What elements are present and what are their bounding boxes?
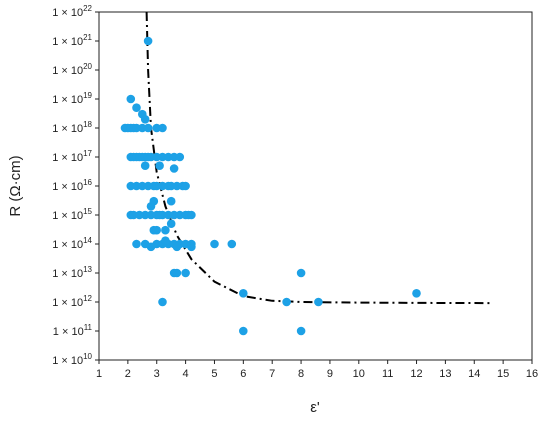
data-point: [158, 123, 167, 133]
x-tick-label: 9: [327, 368, 333, 380]
data-point: [161, 236, 170, 245]
data-point: [155, 210, 164, 220]
data-point: [143, 123, 153, 133]
x-tick-label: 2: [125, 368, 131, 380]
x-tick-label: 8: [298, 368, 304, 380]
data-point: [158, 297, 167, 307]
y-tick-label: 1 × 1021: [52, 33, 92, 48]
x-tick-label: 1: [96, 368, 102, 380]
x-tick-label: 12: [410, 368, 422, 380]
x-tick-label: 7: [269, 368, 275, 380]
x-tick-label: 3: [154, 368, 160, 380]
x-tick-label: 6: [240, 368, 246, 380]
y-tick-label: 1 × 1011: [53, 323, 93, 338]
data-point: [239, 326, 248, 336]
x-tick-label: 10: [353, 368, 365, 380]
x-tick-label: 5: [211, 368, 217, 380]
data-point: [187, 210, 196, 220]
data-point: [412, 289, 421, 298]
y-tick-label: 1 × 1016: [52, 178, 92, 193]
y-tick-label: 1 × 1015: [52, 207, 92, 222]
data-point: [239, 289, 248, 298]
y-tick-label: 1 × 1022: [52, 4, 92, 19]
data-point: [132, 103, 141, 112]
data-point: [187, 242, 196, 252]
data-point: [132, 239, 141, 249]
data-point: [296, 326, 306, 336]
y-tick-label: 1 × 1019: [52, 91, 92, 106]
data-point: [166, 219, 176, 228]
data-point: [282, 297, 291, 307]
y-tick-label: 1 × 1014: [52, 236, 92, 251]
fit-curve-layer: [145, 11, 492, 305]
data-points-layer: [120, 36, 421, 336]
data-point: [143, 36, 153, 46]
data-point: [227, 239, 237, 249]
y-tick-label: 1 × 1017: [52, 149, 92, 164]
y-tick-label: 1 × 1010: [52, 352, 92, 367]
data-point: [181, 181, 190, 191]
data-point: [175, 152, 185, 162]
y-tick-label: 1 × 1013: [52, 265, 92, 280]
data-point: [126, 94, 136, 104]
data-point: [172, 242, 182, 252]
data-point: [210, 239, 219, 249]
data-point: [314, 297, 323, 307]
data-point: [155, 161, 164, 170]
y-axis-label: R (Ω·cm): [7, 155, 24, 216]
data-point: [169, 164, 179, 173]
x-tick-label: 15: [497, 368, 509, 380]
fit-curve: [145, 11, 492, 305]
y-tick-label: 1 × 1018: [52, 120, 92, 135]
x-axis-label: ε': [310, 399, 320, 416]
x-tick-label: 11: [382, 368, 393, 380]
data-point: [181, 268, 190, 278]
x-tick-label: 16: [526, 368, 538, 380]
data-point: [135, 210, 144, 220]
data-point: [149, 196, 159, 206]
data-point: [172, 268, 182, 278]
data-point: [166, 196, 176, 206]
x-tick-label: 13: [439, 368, 451, 380]
x-tick-label: 14: [468, 368, 480, 380]
y-tick-label: 1 × 1012: [52, 294, 92, 309]
data-point: [140, 115, 150, 124]
data-point: [296, 268, 306, 278]
x-tick-label: 4: [183, 368, 189, 380]
data-point: [152, 225, 161, 235]
data-point: [146, 242, 156, 252]
data-point: [161, 225, 170, 235]
data-point: [140, 161, 150, 170]
y-tick-label: 1 × 1020: [52, 62, 92, 77]
y-axis-ticks: 1 × 1010 1 × 1011 1 × 1012 1 × 1013 1 × 1014…: [52, 4, 99, 367]
x-axis-ticks: 1 2 3 4 5 6 7 8 9 10 11 12 13 14 15 16: [96, 360, 538, 380]
